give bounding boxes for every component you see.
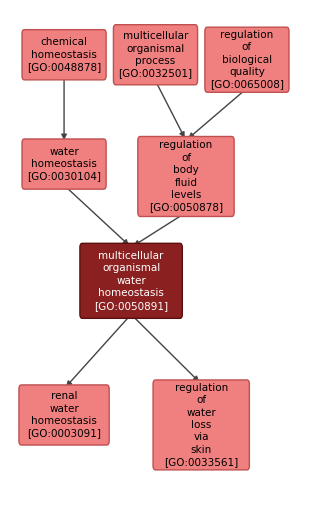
- Text: multicellular
organismal
process
[GO:0032501]: multicellular organismal process [GO:003…: [118, 31, 193, 79]
- Text: chemical
homeostasis
[GO:0048878]: chemical homeostasis [GO:0048878]: [27, 38, 101, 72]
- FancyBboxPatch shape: [114, 25, 197, 85]
- FancyBboxPatch shape: [22, 30, 106, 80]
- Text: renal
water
homeostasis
[GO:0003091]: renal water homeostasis [GO:0003091]: [27, 391, 101, 439]
- FancyBboxPatch shape: [138, 136, 234, 216]
- Text: regulation
of
biological
quality
[GO:0065008]: regulation of biological quality [GO:006…: [210, 30, 284, 90]
- Text: regulation
of
water
loss
via
skin
[GO:0033561]: regulation of water loss via skin [GO:00…: [164, 383, 238, 467]
- FancyBboxPatch shape: [80, 243, 182, 318]
- Text: water
homeostasis
[GO:0030104]: water homeostasis [GO:0030104]: [27, 147, 101, 182]
- FancyBboxPatch shape: [22, 139, 106, 189]
- FancyBboxPatch shape: [205, 27, 289, 92]
- Text: multicellular
organismal
water
homeostasis
[GO:0050891]: multicellular organismal water homeostas…: [94, 251, 168, 311]
- Text: regulation
of
body
fluid
levels
[GO:0050878]: regulation of body fluid levels [GO:0050…: [149, 140, 223, 212]
- FancyBboxPatch shape: [153, 380, 249, 470]
- FancyBboxPatch shape: [19, 385, 109, 445]
